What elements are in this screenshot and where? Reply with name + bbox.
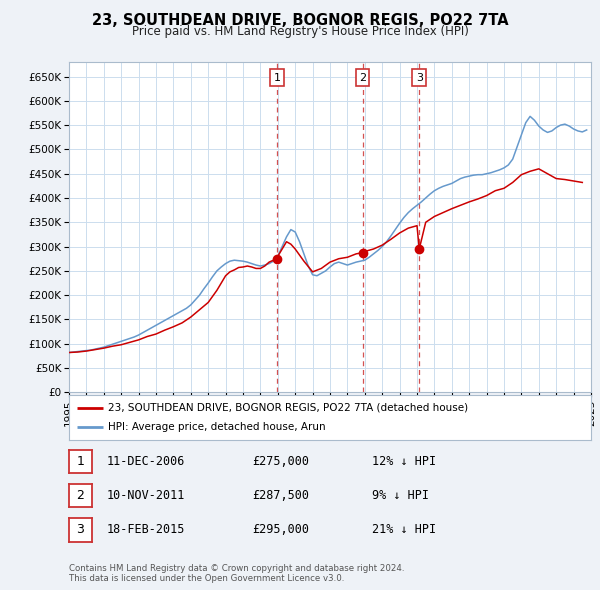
Text: £295,000: £295,000 [252,523,309,536]
Text: 10-NOV-2011: 10-NOV-2011 [107,489,185,502]
Text: This data is licensed under the Open Government Licence v3.0.: This data is licensed under the Open Gov… [69,574,344,583]
Text: 2: 2 [76,489,85,502]
Text: Contains HM Land Registry data © Crown copyright and database right 2024.: Contains HM Land Registry data © Crown c… [69,565,404,573]
Text: £287,500: £287,500 [252,489,309,502]
Text: 3: 3 [416,73,423,83]
Text: 23, SOUTHDEAN DRIVE, BOGNOR REGIS, PO22 7TA (detached house): 23, SOUTHDEAN DRIVE, BOGNOR REGIS, PO22 … [108,403,468,412]
Text: 11-DEC-2006: 11-DEC-2006 [107,455,185,468]
Text: 1: 1 [274,73,280,83]
Text: 1: 1 [76,455,85,468]
Text: 9% ↓ HPI: 9% ↓ HPI [372,489,429,502]
Text: HPI: Average price, detached house, Arun: HPI: Average price, detached house, Arun [108,422,326,432]
Text: 12% ↓ HPI: 12% ↓ HPI [372,455,436,468]
Text: 18-FEB-2015: 18-FEB-2015 [107,523,185,536]
Text: 2: 2 [359,73,366,83]
Text: 3: 3 [76,523,85,536]
Text: Price paid vs. HM Land Registry's House Price Index (HPI): Price paid vs. HM Land Registry's House … [131,25,469,38]
Text: 23, SOUTHDEAN DRIVE, BOGNOR REGIS, PO22 7TA: 23, SOUTHDEAN DRIVE, BOGNOR REGIS, PO22 … [92,13,508,28]
Text: 21% ↓ HPI: 21% ↓ HPI [372,523,436,536]
Text: £275,000: £275,000 [252,455,309,468]
